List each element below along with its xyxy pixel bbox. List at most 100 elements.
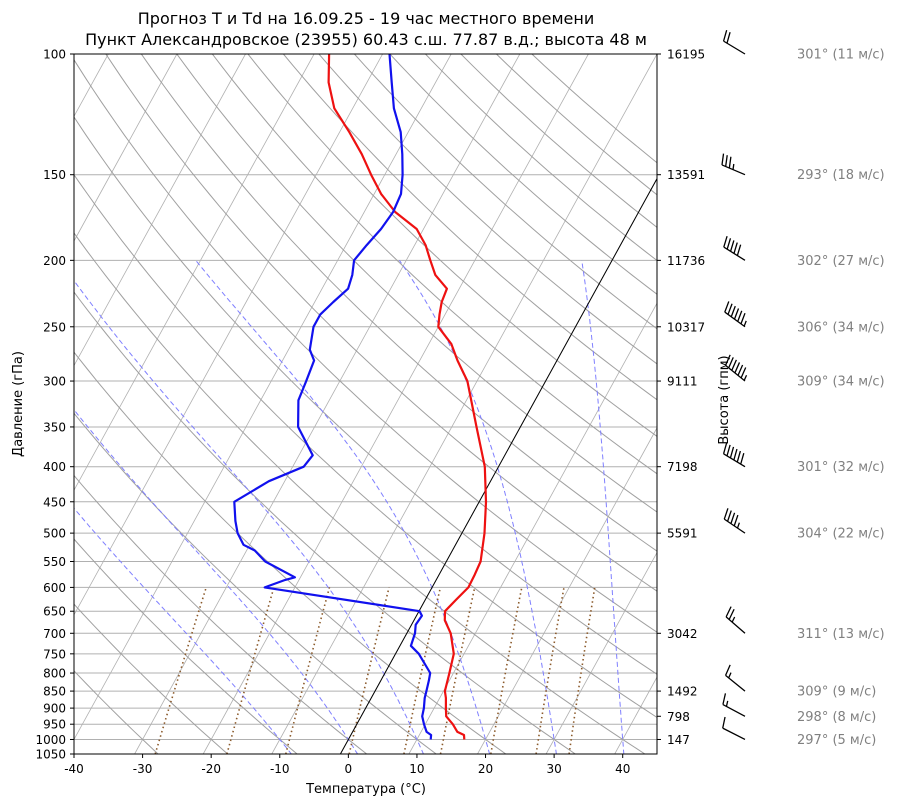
barb-feather	[731, 359, 737, 371]
barb-feather	[727, 303, 733, 315]
y-tick-label: 1000	[35, 733, 66, 747]
wind-label: 309° (34 м/с)	[797, 375, 885, 390]
y-axis-ticks: 100 150 200 250 300 350 400 450 500 550 600 650 700 7…	[35, 48, 74, 762]
height-tick-label: 147	[667, 733, 690, 747]
barb-feather	[729, 446, 735, 459]
wind-barb	[722, 442, 746, 468]
height-tick-label: 9111	[667, 375, 698, 389]
y-tick-label: 950	[43, 718, 66, 732]
mixing-ratio-line	[490, 587, 523, 754]
y-tick-label: 500	[43, 527, 66, 541]
barb-feather	[734, 362, 741, 374]
wind-label: 309° (9 м/с)	[797, 685, 876, 700]
barb-feather	[740, 367, 747, 379]
wind-label: 301° (11 м/с)	[797, 48, 885, 63]
wind-barb	[722, 716, 746, 741]
barb-feather	[722, 29, 728, 42]
barb-feather	[729, 240, 735, 252]
barb-feather	[722, 716, 726, 729]
isotherm-line	[752, 54, 900, 754]
mixing-ratio-line	[568, 587, 596, 754]
barb-feather	[724, 301, 730, 313]
barb-feather	[733, 514, 739, 527]
wind-barb	[721, 153, 746, 176]
barb-feather	[733, 242, 738, 254]
dry-adiabat	[74, 58, 657, 633]
dry-adiabat	[74, 173, 657, 719]
x-tick-label: 30	[546, 762, 561, 776]
y-tick-label: 550	[43, 555, 66, 569]
x-tick-label: -10	[270, 762, 290, 776]
barb-feather	[724, 664, 731, 676]
dry-adiabat	[74, 291, 576, 754]
isotherm-line	[545, 551, 657, 754]
isotherm-line	[74, 54, 315, 492]
wind-barbs: 301° (11 м/с) 293° (18 м/с) 302° (27 м/с) 3…	[721, 29, 885, 748]
mixing-ratio-line	[348, 587, 390, 754]
isotherm-line	[134, 54, 521, 754]
barb-staff	[725, 364, 746, 382]
mixing-ratio-line	[285, 587, 331, 754]
barb-feather	[728, 608, 735, 620]
barb-feather	[736, 244, 742, 256]
x-tick-label: 40	[615, 762, 630, 776]
x-axis-label: Температура (°C)	[305, 782, 426, 797]
barb-feather	[728, 357, 734, 369]
x-tick-label: 0	[345, 762, 353, 776]
isotherm-zero	[339, 177, 657, 754]
wind-label: 297° (5 м/с)	[797, 733, 876, 748]
height-tick-label: 10317	[667, 320, 705, 334]
dry-adiabat	[74, 603, 228, 754]
y-tick-label: 650	[43, 605, 66, 619]
barb-feather	[725, 700, 729, 707]
dry-adiabat	[425, 54, 657, 262]
height-tick-label: 13591	[667, 168, 705, 182]
barb-feather	[724, 354, 731, 366]
barb-feather	[723, 508, 729, 520]
barb-feather	[737, 310, 743, 322]
barb-feather	[725, 155, 728, 167]
moist-adiabat	[74, 409, 359, 754]
dry-adiabat	[318, 54, 657, 365]
mixing-ratio-line	[535, 587, 565, 754]
barb-feather	[743, 320, 747, 327]
plot-frame	[73, 53, 658, 755]
y-tick-label: 300	[43, 375, 66, 389]
isotherm-line	[202, 54, 589, 754]
barb-feather	[736, 450, 742, 463]
profiles	[233, 54, 488, 740]
chart-title-line1: Прогноз T и Td на 16.09.25 - 19 час мест…	[138, 9, 594, 28]
barb-staff	[725, 616, 746, 634]
wind-label: 302° (27 м/с)	[797, 254, 885, 269]
dry-adiabat	[74, 412, 437, 754]
barb-feather	[733, 448, 738, 461]
moist-adiabat	[581, 260, 625, 754]
y-axis-label: Давление (гПа)	[11, 351, 26, 457]
barb-feather	[740, 312, 746, 325]
barb-feather	[722, 693, 727, 705]
isotherm-line	[74, 54, 246, 367]
height-tick-label: 11736	[667, 254, 705, 268]
barb-feather	[728, 672, 732, 679]
x-tick-label: 20	[478, 762, 493, 776]
dry-adiabat	[176, 54, 657, 513]
dry-adiabat	[74, 232, 646, 754]
dry-adiabat	[211, 54, 657, 475]
barb-feather	[721, 153, 725, 166]
mixing-ratio-line	[226, 587, 275, 754]
moist-adiabat	[398, 260, 557, 754]
wind-label: 304° (22 м/с)	[797, 527, 885, 542]
y-tick-label: 400	[43, 460, 66, 474]
mixing-ratio-line	[439, 587, 476, 754]
isobar-grid	[74, 53, 657, 755]
height-tick-label: 798	[667, 710, 690, 724]
barb-feather	[722, 442, 728, 454]
isotherm-line	[477, 427, 657, 754]
dry-adiabat	[105, 54, 657, 592]
y-tick-label: 450	[43, 495, 66, 509]
barb-feather	[736, 522, 740, 529]
dry-adiabat	[74, 474, 368, 754]
y-tick-label: 850	[43, 685, 66, 699]
wind-label: 298° (8 м/с)	[797, 710, 876, 725]
barb-staff	[723, 246, 746, 261]
